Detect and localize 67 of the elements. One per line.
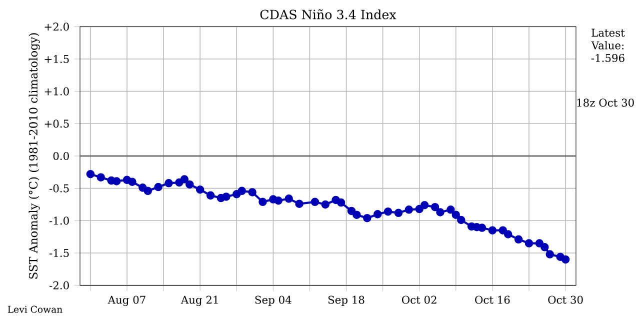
point [238,186,246,196]
point [86,170,95,178]
point [222,192,230,201]
text: Levi Cowan [8,306,62,313]
x-tick-label: Sep 04 [255,296,292,306]
chart-title: CDAS Niño 3.4 Index [260,9,396,20]
point [436,208,444,216]
point [144,186,152,196]
point [258,198,267,206]
y-tick-label: +0.5 [44,120,69,128]
y-tick-label: -1.5 [49,248,69,258]
point [164,179,173,188]
text: Latest Value: -1.596 [591,28,625,62]
point [514,235,523,244]
y-tick-label: -0.5 [49,184,69,192]
point [336,198,346,207]
point [128,178,136,186]
point [535,239,544,248]
text: 18z Oct 30 [577,98,634,107]
point [561,255,570,264]
point [206,191,215,200]
point [394,208,403,218]
x-tick-label: Oct 30 [548,296,583,304]
point [154,182,162,192]
point [540,243,549,252]
y-tick-label: +1.0 [44,87,69,96]
point [284,194,293,203]
point [456,216,466,224]
x-tick-label: Oct 16 [475,296,510,304]
y-tick-label: -2.0 [49,281,69,290]
point [96,173,106,182]
point [415,204,424,214]
x-tick-label: Sep 18 [328,296,364,306]
point [524,239,534,248]
point [180,175,189,184]
point [310,198,320,206]
point [452,210,460,219]
y-tick-label: +2.0 [44,22,69,31]
point [295,200,304,208]
y-tick-label: +1.5 [44,54,69,64]
point [373,210,382,218]
point [404,206,414,214]
y-axis-title: SST Anomaly (°C) (1981-2010 climatology) [28,33,40,279]
x-tick-label: Aug 07 [108,296,146,306]
point [186,180,194,189]
point [274,196,283,205]
point [352,210,361,219]
point [138,184,147,192]
point [347,206,356,216]
point [321,200,330,209]
point [498,226,508,234]
point [430,202,440,212]
point [504,230,512,238]
point [384,207,392,216]
point [196,185,204,194]
point [488,226,497,234]
point [363,214,372,222]
point [175,178,184,187]
x-tick-label: Oct 02 [402,296,436,304]
point [420,201,429,210]
y-tick-label: 0.0 [53,152,69,160]
point [546,250,554,258]
point [232,190,241,198]
point [248,188,256,196]
x-tick-label: Aug 21 [180,296,218,306]
point [446,206,455,214]
y-tick-label: -1.0 [49,216,69,225]
